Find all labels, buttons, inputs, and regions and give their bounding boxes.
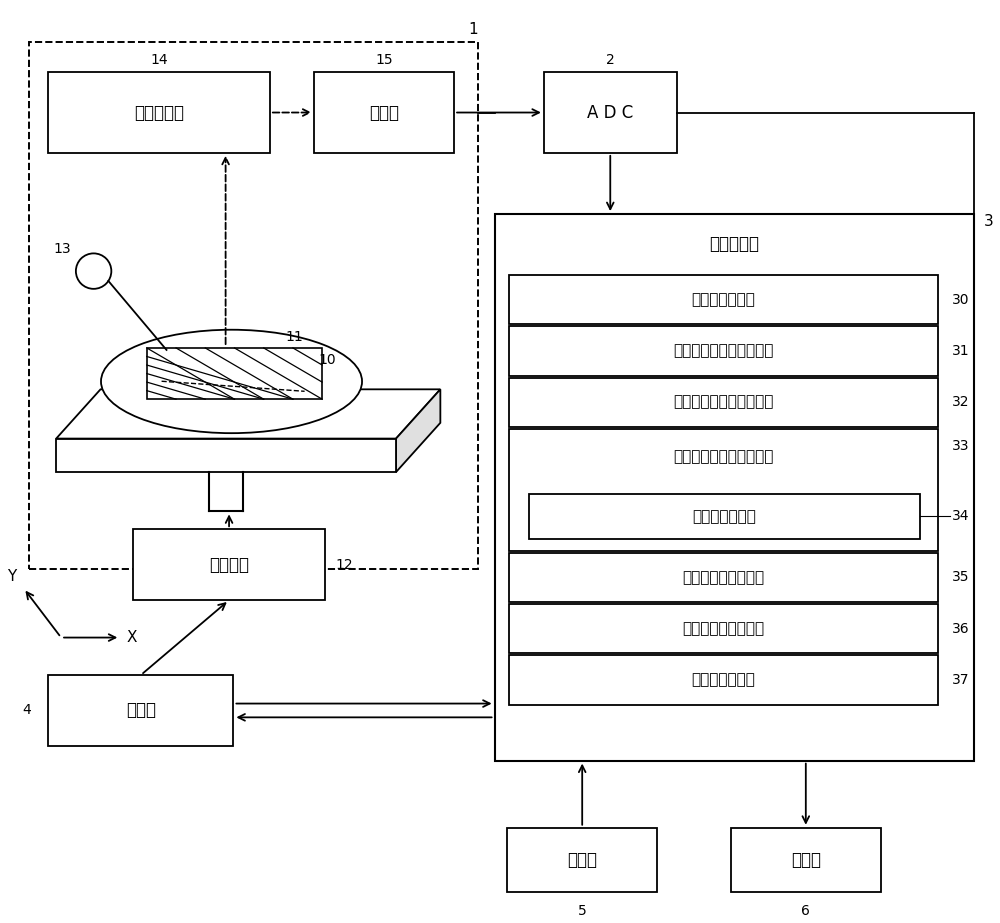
Text: 1: 1	[468, 22, 478, 37]
Text: 37: 37	[952, 673, 969, 687]
Bar	[529, 494, 920, 539]
Text: 源自基质的峰信息获取部: 源自基质的峰信息获取部	[673, 343, 774, 358]
Bar	[133, 529, 325, 600]
Text: 13: 13	[53, 243, 71, 257]
Bar	[147, 348, 322, 399]
Circle shape	[76, 254, 111, 289]
Bar	[509, 326, 938, 376]
Text: 显示部: 显示部	[791, 851, 821, 869]
Bar	[495, 214, 974, 761]
Text: 质量校正信息存储部: 质量校正信息存储部	[682, 621, 765, 636]
Text: 台驱动部: 台驱动部	[209, 556, 249, 574]
Text: 34: 34	[952, 509, 969, 523]
Text: A D C: A D C	[587, 103, 633, 122]
Bar	[544, 72, 677, 153]
Bar	[29, 42, 478, 569]
Text: 质量校正信息计算部: 质量校正信息计算部	[682, 570, 765, 585]
Text: 质量校正处理部: 质量校正处理部	[692, 673, 755, 688]
Text: 11: 11	[286, 330, 303, 344]
Text: 质量校正用基准峰检测部: 质量校正用基准峰检测部	[673, 449, 774, 463]
Text: 35: 35	[952, 570, 969, 584]
Bar	[48, 72, 270, 153]
Bar	[509, 428, 938, 551]
Bar	[509, 275, 938, 324]
Text: 4: 4	[22, 703, 31, 717]
Bar	[509, 655, 938, 704]
Text: 30: 30	[952, 293, 969, 306]
Text: 质谱数据保存部: 质谱数据保存部	[692, 293, 755, 307]
Text: 6: 6	[801, 905, 810, 918]
Text: 36: 36	[952, 622, 969, 636]
Text: 33: 33	[952, 439, 969, 453]
Text: 32: 32	[952, 395, 969, 409]
Text: 3: 3	[984, 214, 994, 229]
Polygon shape	[396, 390, 440, 472]
Ellipse shape	[101, 330, 362, 433]
Text: 15: 15	[375, 54, 393, 67]
Bar	[731, 828, 881, 892]
Bar	[509, 604, 938, 653]
Text: 12: 12	[335, 557, 353, 571]
Text: 峰单一性判定部: 峰单一性判定部	[693, 509, 756, 524]
Bar	[48, 675, 233, 746]
Text: X: X	[127, 630, 137, 645]
Text: 14: 14	[150, 54, 168, 67]
Text: 质量分离部: 质量分离部	[134, 103, 184, 122]
Bar	[509, 378, 938, 426]
Text: 源自基质的峰信息存储部: 源自基质的峰信息存储部	[673, 395, 774, 410]
Text: 10: 10	[318, 353, 336, 366]
Text: 数据处理部: 数据处理部	[709, 234, 759, 253]
Bar	[507, 828, 657, 892]
Polygon shape	[56, 390, 440, 438]
Text: 5: 5	[578, 905, 587, 918]
Text: 31: 31	[952, 344, 969, 358]
Text: 输入部: 输入部	[567, 851, 597, 869]
Text: 控制部: 控制部	[126, 701, 156, 719]
Text: 2: 2	[606, 54, 615, 67]
Bar	[314, 72, 454, 153]
Polygon shape	[56, 438, 396, 472]
Text: 检测部: 检测部	[369, 103, 399, 122]
Bar	[509, 553, 938, 602]
Text: Y: Y	[7, 569, 16, 584]
